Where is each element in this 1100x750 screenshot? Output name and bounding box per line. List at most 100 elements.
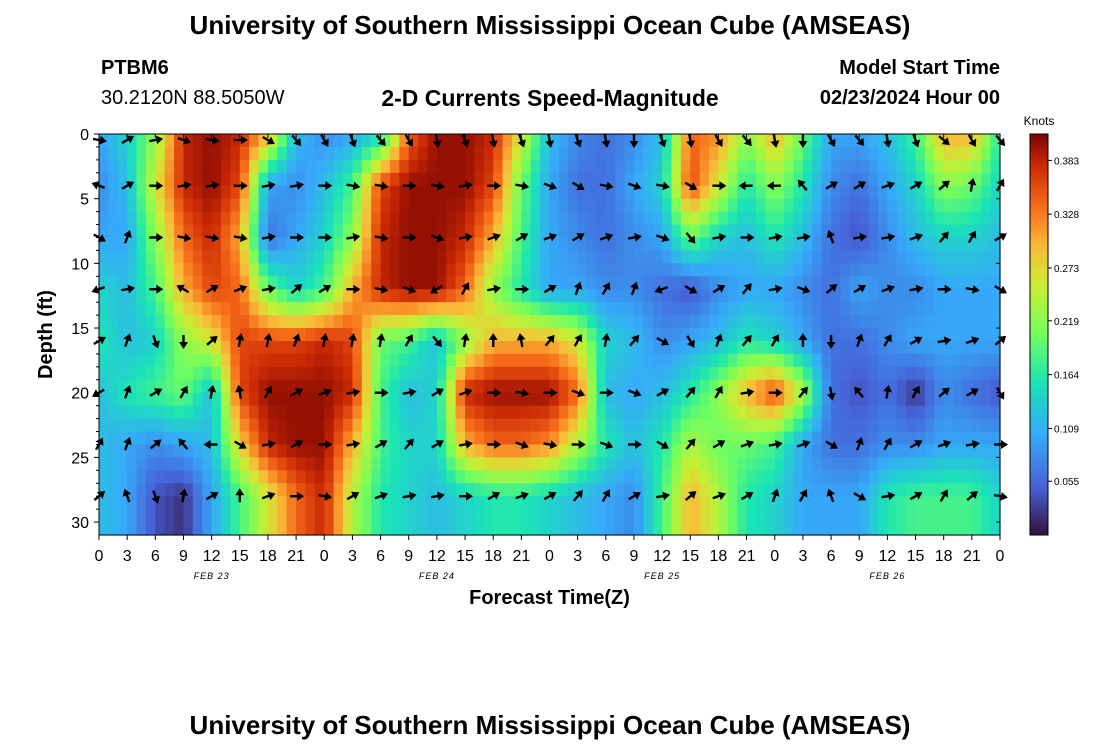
heatmap-cell bbox=[718, 457, 729, 471]
heatmap-cell bbox=[267, 185, 278, 200]
current-arrow bbox=[967, 230, 977, 244]
heatmap-cell bbox=[774, 328, 785, 342]
heatmap-cell bbox=[333, 340, 344, 355]
heatmap-cell bbox=[155, 366, 166, 381]
heatmap-cell bbox=[174, 302, 185, 316]
heatmap-cell bbox=[915, 509, 926, 523]
heatmap-cell bbox=[793, 315, 804, 329]
heatmap-cell bbox=[943, 250, 954, 264]
heatmap-cell bbox=[371, 172, 382, 187]
heatmap-cell bbox=[633, 276, 644, 290]
current-arrow bbox=[430, 233, 445, 243]
heatmap-cell bbox=[258, 224, 269, 239]
heatmap-cell bbox=[418, 340, 429, 355]
heatmap-cell bbox=[127, 198, 138, 213]
heatmap-cell bbox=[690, 159, 701, 174]
heatmap-cell bbox=[277, 496, 288, 510]
heatmap-cell bbox=[521, 315, 532, 329]
heatmap-cell bbox=[333, 172, 344, 187]
heatmap-cell bbox=[155, 276, 166, 290]
heatmap-cell bbox=[502, 496, 513, 510]
heatmap-cell bbox=[831, 328, 842, 342]
heatmap-cell bbox=[605, 315, 616, 329]
heatmap-cell bbox=[399, 289, 410, 303]
heatmap-cell bbox=[436, 392, 447, 407]
heatmap-cell bbox=[690, 470, 701, 484]
heatmap-cell bbox=[962, 224, 973, 239]
heatmap-cell bbox=[474, 418, 485, 433]
heatmap-cell bbox=[277, 405, 288, 420]
heatmap-cell bbox=[155, 198, 166, 213]
heatmap-cell bbox=[483, 315, 494, 329]
heatmap-cell bbox=[380, 134, 391, 148]
heatmap-cell bbox=[906, 224, 917, 239]
heatmap-cell bbox=[934, 496, 945, 510]
heatmap-cell bbox=[812, 379, 823, 394]
heatmap-cell bbox=[239, 159, 250, 174]
current-arrow bbox=[855, 436, 864, 451]
heatmap-cell bbox=[643, 172, 654, 187]
heatmap-cell bbox=[502, 470, 513, 484]
heatmap-cell bbox=[230, 159, 241, 174]
heatmap-cell bbox=[436, 353, 447, 368]
heatmap-cell bbox=[868, 134, 879, 148]
heatmap-cell bbox=[511, 340, 522, 355]
heatmap-cell bbox=[305, 276, 316, 290]
heatmap-cell bbox=[493, 211, 504, 226]
heatmap-cell bbox=[652, 353, 663, 368]
heatmap-cell bbox=[774, 185, 785, 200]
heatmap-cell bbox=[145, 418, 156, 433]
heatmap-cell bbox=[333, 276, 344, 290]
heatmap-cell bbox=[727, 172, 738, 187]
heatmap-cell bbox=[108, 211, 119, 226]
heatmap-cell bbox=[408, 198, 419, 213]
heatmap-cell bbox=[953, 379, 964, 394]
y-axis-label: Depth (ft) bbox=[35, 290, 57, 379]
heatmap-cell bbox=[596, 470, 607, 484]
heatmap-cell bbox=[99, 470, 109, 484]
heatmap-cell bbox=[802, 328, 813, 342]
heatmap-cell bbox=[333, 509, 344, 523]
heatmap-cell bbox=[868, 509, 879, 523]
heatmap-cell bbox=[615, 405, 626, 420]
heatmap-cell bbox=[352, 457, 363, 471]
heatmap-cell bbox=[164, 172, 175, 187]
heatmap-cell bbox=[164, 263, 175, 277]
heatmap-cell bbox=[709, 302, 720, 316]
heatmap-cell bbox=[868, 340, 879, 355]
heatmap-cell bbox=[774, 237, 785, 252]
heatmap-cell bbox=[577, 405, 588, 420]
heatmap-cell bbox=[887, 483, 898, 497]
heatmap-cell bbox=[305, 444, 316, 458]
heatmap-cell bbox=[446, 263, 457, 277]
heatmap-cell bbox=[127, 224, 138, 239]
heatmap-cell bbox=[549, 159, 560, 174]
heatmap-cell bbox=[267, 444, 278, 458]
heatmap-cell bbox=[831, 276, 842, 290]
heatmap-cell bbox=[577, 522, 588, 536]
heatmap-cell bbox=[183, 496, 194, 510]
heatmap-cell bbox=[887, 198, 898, 213]
heatmap-cell bbox=[286, 185, 297, 200]
heatmap-cell bbox=[709, 159, 720, 174]
x-tick-label: 15 bbox=[681, 548, 699, 565]
heatmap-cell bbox=[699, 134, 710, 148]
heatmap-cell bbox=[840, 418, 851, 433]
heatmap-cell bbox=[145, 198, 156, 213]
heatmap-cell bbox=[765, 198, 776, 213]
heatmap-cell bbox=[399, 263, 410, 277]
heatmap-cell bbox=[221, 237, 231, 252]
current-arrow bbox=[965, 336, 980, 345]
heatmap-cell bbox=[474, 496, 485, 510]
colorbar-tick-label: 0.055 bbox=[1054, 477, 1079, 488]
heatmap-cell bbox=[812, 444, 823, 458]
heatmap-cell bbox=[446, 185, 457, 200]
heatmap-cell bbox=[221, 470, 231, 484]
heatmap-cell bbox=[549, 379, 560, 394]
colorbar-tick-label: 0.164 bbox=[1054, 371, 1079, 382]
current-arrow bbox=[458, 439, 473, 449]
heatmap-cell bbox=[953, 496, 964, 510]
heatmap-cell bbox=[343, 340, 354, 355]
heatmap-cell bbox=[718, 496, 729, 510]
heatmap-cell bbox=[652, 172, 663, 187]
